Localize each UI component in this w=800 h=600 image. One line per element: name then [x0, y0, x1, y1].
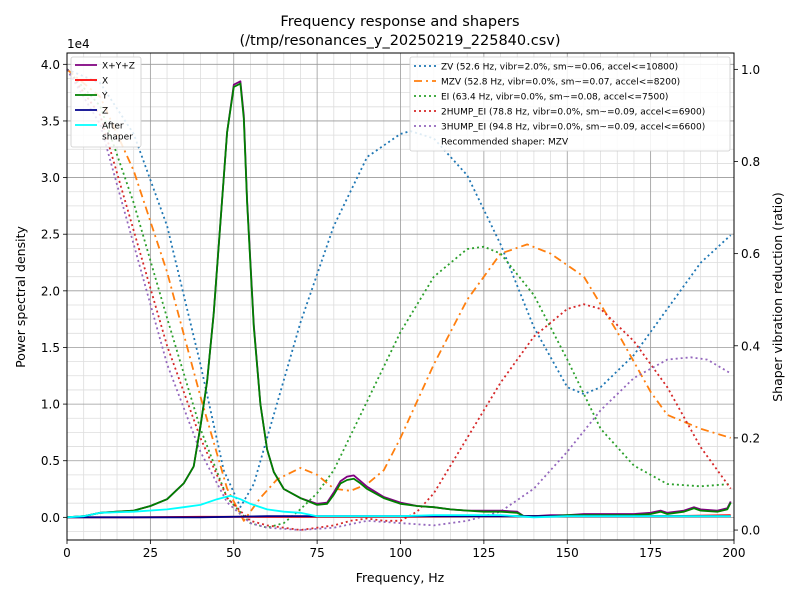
chart-title-line2: (/tmp/resonances_y_20250219_225840.csv)	[239, 33, 560, 49]
shaper-legend-label: ZV (52.6 Hz, vibr=2.0%, sm~=0.06, accel<…	[441, 63, 678, 73]
shaper-series-line	[66, 68, 732, 531]
x-tick-label: 150	[556, 546, 579, 560]
y-tick-label: 3.5	[41, 114, 60, 128]
shaper-legend-label: MZV (52.8 Hz, vibr=0.0%, sm~=0.07, accel…	[441, 78, 680, 88]
shaper-legend: ZV (52.6 Hz, vibr=2.0%, sm~=0.06, accel<…	[409, 56, 731, 152]
x-tick-label: 25	[143, 546, 158, 560]
y-tick-label: 0.5	[41, 454, 60, 468]
shaper-series-line	[66, 68, 731, 529]
y-tick-label: 4.0	[41, 58, 60, 72]
psd-legend-label: shaper	[102, 133, 133, 143]
y2-tick-label: 1.0	[741, 63, 760, 77]
x-tick-label: 200	[723, 546, 746, 560]
x-tick-label: 50	[226, 546, 241, 560]
x-axis-ticks: 0 25 50 75 100 125 150 175 200	[63, 540, 745, 560]
shaper-series-line	[66, 68, 732, 508]
psd-legend-label: After	[102, 122, 124, 132]
x-tick-label: 175	[639, 546, 662, 560]
psd-series-line	[66, 82, 732, 519]
shaper-legend-box	[409, 56, 731, 152]
y-tick-label: 1.0	[41, 398, 60, 412]
y2-tick-label: 0.8	[741, 155, 760, 169]
y-tick-label: 0.0	[41, 511, 60, 525]
y2-axis-ticks: 0.0 0.2 0.4 0.6 0.8 1.0	[734, 63, 760, 538]
x-tick-label: 125	[472, 546, 495, 560]
shaper-legend-label: EI (63.4 Hz, vibr=0.0%, sm~=0.08, accel<…	[441, 93, 668, 103]
psd-series-line	[66, 494, 731, 519]
recommended-shaper-label: Recommended shaper: MZV	[441, 138, 569, 148]
psd-legend-label: Z	[102, 107, 108, 117]
x-tick-label: 75	[309, 546, 324, 560]
y2-tick-label: 0.4	[741, 339, 760, 353]
shaper-legend-label: 2HUMP_EI (78.8 Hz, vibr=0.0%, sm~=0.09, …	[441, 108, 705, 118]
y-axis-label: Power spectral density	[13, 226, 28, 368]
psd-lines	[66, 80, 732, 519]
x-axis-label: Frequency, Hz	[356, 570, 445, 585]
chart-title-line1: Frequency response and shapers	[280, 14, 519, 30]
psd-legend-label: X	[102, 77, 108, 87]
y2-tick-label: 0.6	[741, 247, 760, 261]
y-tick-label: 2.0	[41, 284, 60, 298]
y-tick-label: 2.5	[41, 228, 60, 242]
x-tick-label: 100	[389, 546, 412, 560]
y2-tick-label: 0.0	[741, 524, 760, 538]
y2-axis-label: Shaper vibration reduction (ratio)	[770, 192, 785, 402]
y2-tick-label: 0.2	[741, 431, 760, 445]
psd-legend-label: X+Y+Z	[102, 62, 135, 72]
shaper-series-line	[66, 68, 732, 531]
y-tick-label: 1.5	[41, 341, 60, 355]
x-tick-label: 0	[63, 546, 71, 560]
shaper-lines	[66, 68, 732, 531]
shaper-legend-label: 3HUMP_EI (94.8 Hz, vibr=0.0%, sm~=0.09, …	[441, 123, 705, 133]
psd-legend-label: Y	[101, 92, 108, 102]
y-axis-ticks: 0.0 0.5 1.0 1.5 2.0 2.5 3.0 3.5 4.0	[41, 58, 67, 525]
y-scale-label: 1e4	[67, 37, 90, 51]
y-tick-label: 3.0	[41, 171, 60, 185]
